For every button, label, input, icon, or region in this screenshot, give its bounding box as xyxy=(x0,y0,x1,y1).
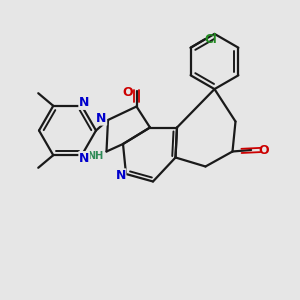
Text: N: N xyxy=(116,169,126,182)
Text: N: N xyxy=(96,112,106,125)
Text: N: N xyxy=(79,152,89,165)
Text: O: O xyxy=(123,86,134,100)
Text: Cl: Cl xyxy=(204,33,217,46)
Text: N: N xyxy=(79,96,89,109)
Text: NH: NH xyxy=(87,151,103,161)
Text: O: O xyxy=(259,143,269,157)
